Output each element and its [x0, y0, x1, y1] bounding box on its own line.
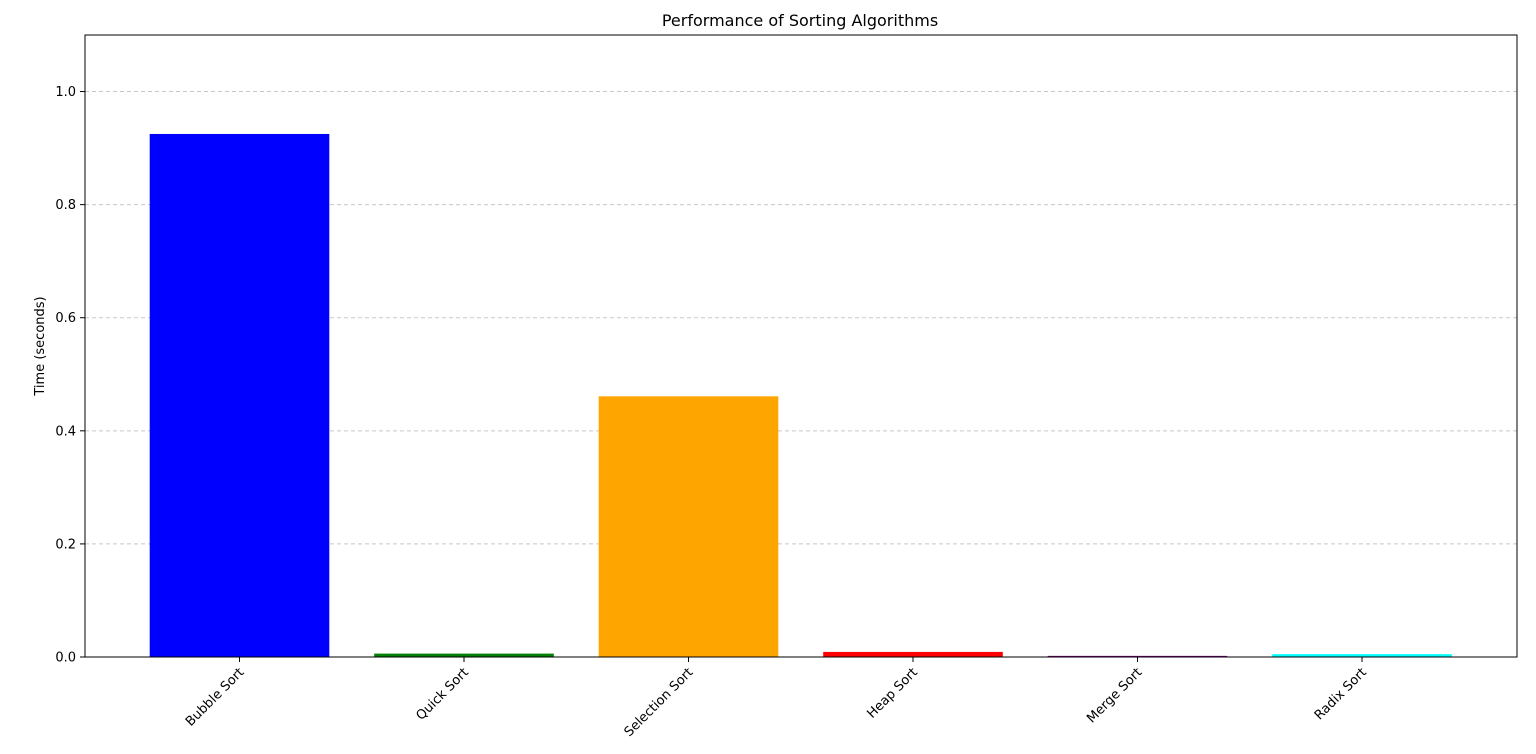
y-tick-label: 1.0 [55, 85, 76, 100]
y-tick-label: 0.8 [55, 198, 76, 213]
bar [1047, 655, 1228, 657]
y-axis-label: Time (seconds) [33, 296, 48, 396]
y-axis: 0.0 0.2 0.4 0.6 0.8 1.0 [55, 85, 85, 666]
chart-title: Performance of Sorting Algorithms [662, 11, 938, 30]
bar [598, 396, 779, 657]
bar [149, 133, 330, 658]
bar [1272, 654, 1452, 657]
bar [823, 651, 1003, 657]
y-tick-label: 0.4 [55, 424, 76, 439]
y-tick-label: 0.2 [55, 537, 76, 552]
plot-frame [84, 34, 1518, 658]
y-tick-label: 0.0 [55, 651, 76, 666]
y-tick-label: 0.6 [55, 311, 76, 326]
bars [149, 133, 1452, 658]
bar [374, 653, 554, 657]
